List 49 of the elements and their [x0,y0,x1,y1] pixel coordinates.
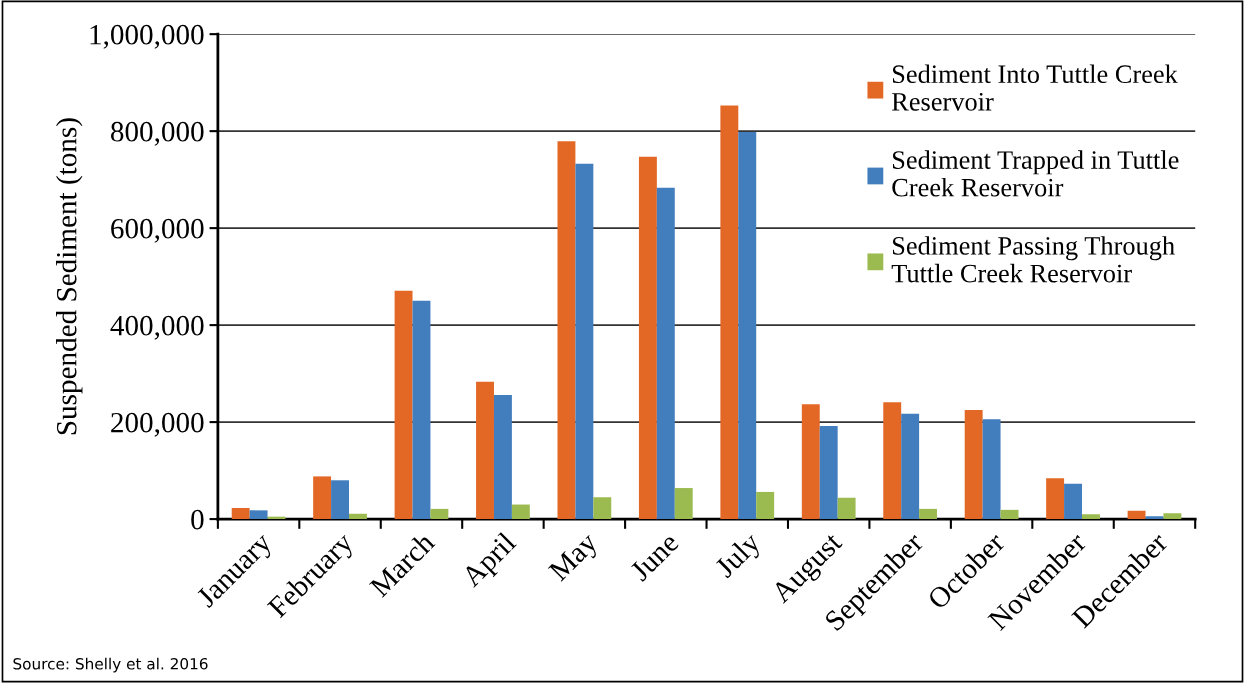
legend-label: Sediment Into Tuttle Creek Reservoir [891,64,1178,111]
x-tick-label: July [713,530,766,583]
bar [557,141,576,520]
y-axis-title: Suspended Sediment (tons) [56,118,83,435]
bar [394,290,413,520]
bar [313,476,332,520]
bar [901,413,920,520]
bar [801,404,820,520]
bar [819,425,838,520]
bar [1064,483,1082,520]
bar [638,156,657,520]
bar [575,163,594,520]
y-tick-label: 600,000 [111,218,204,243]
bar [511,504,530,520]
source-note: Source: Shelly et al. 2016 [13,657,208,673]
x-tick-label: May [547,531,603,587]
y-tick-label: 200,000 [111,412,204,437]
bar [738,132,757,520]
bar [493,394,512,520]
bar [412,300,431,520]
bar [674,488,693,520]
legend-label: Sediment Passing Through Tuttle Creek Reservoir [891,236,1175,283]
bar [231,507,250,520]
bar [593,497,612,520]
y-tick-label: 1,000,000 [90,24,204,49]
bar [982,419,1001,520]
bar [1081,514,1100,520]
bar [720,105,739,520]
bar [331,480,349,520]
bar [1046,478,1065,520]
bar [919,508,938,520]
bar [476,381,494,520]
x-tick-label: June [629,531,680,583]
bar [1000,509,1019,520]
bar [837,497,856,520]
bar [656,187,675,520]
bar [883,402,902,520]
y-tick-label: 800,000 [111,121,204,146]
bar [756,491,775,520]
bar [1145,516,1164,520]
y-tick-label: 400,000 [110,315,204,340]
bar [1127,510,1146,520]
bar [349,513,367,520]
legend-label: Sediment Trapped in Tuttle Creek Reservoir [892,150,1179,197]
bar [430,508,449,520]
bar [964,409,983,520]
bar [1163,513,1182,520]
bar [249,510,268,520]
y-tick-label: 0 [191,509,204,530]
